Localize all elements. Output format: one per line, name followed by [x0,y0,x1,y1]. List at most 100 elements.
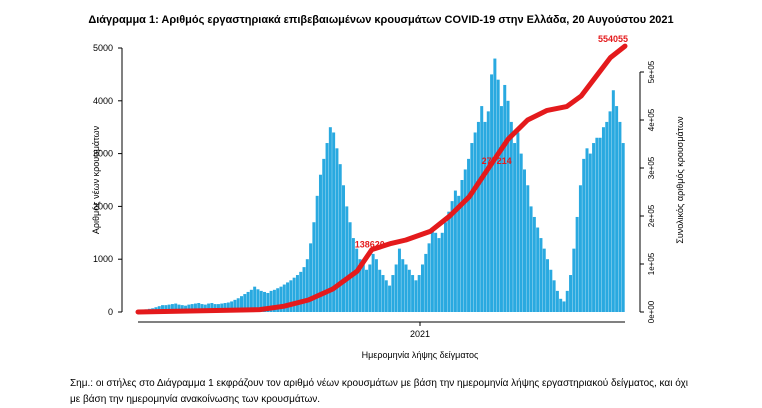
bar [585,148,589,312]
bar [447,211,451,312]
bar [460,180,464,312]
bar [509,121,513,312]
bar [230,301,234,312]
cumulative-series [135,43,628,315]
bar [269,290,273,312]
bar [226,302,230,312]
bar [499,106,503,312]
bar [575,216,579,312]
bar [289,280,293,312]
bar [506,100,510,312]
bar [335,148,339,312]
bar [490,74,494,313]
footnote: Σημ.: οι στήλες στο Διάγραμμα 1 εκφράζου… [70,376,750,408]
bar [595,137,599,312]
bar [522,169,526,312]
bar [170,304,174,312]
bar [272,289,276,312]
bar [605,121,609,312]
bar [621,143,625,312]
bar [193,303,197,312]
y-tick-label: 1000 [93,254,113,264]
y2-tick-label: 3e+05 [647,156,656,179]
bar [546,259,550,312]
bar [615,106,619,312]
bar [338,164,342,312]
bar [282,284,286,312]
bar [295,275,299,312]
bar [223,303,227,312]
bar [361,264,365,312]
bar [161,305,165,312]
bar [256,289,260,312]
bar [463,169,467,312]
y2-tick-label: 4e+05 [647,108,656,131]
bar [424,253,428,312]
annotation-label: 138620 [355,239,385,249]
bar [276,288,280,312]
bar [598,137,602,312]
bar [243,294,247,312]
bar [437,238,441,312]
annotation-label: 554055 [598,34,628,44]
bar [420,264,424,312]
bar [177,304,181,312]
bar [473,132,477,312]
bar [332,132,336,312]
bar [444,222,448,312]
bar [305,259,309,312]
bar [427,243,431,312]
bar [292,277,296,312]
bar [378,269,382,312]
bar [371,253,375,312]
bar [164,305,168,312]
bar [180,305,184,312]
y2-tick-label: 0e+00 [647,300,656,323]
bar [486,111,490,312]
bar [345,206,349,312]
bar [588,153,592,312]
bar [342,185,345,312]
y2-tick-label: 5e+05 [647,60,656,83]
bar [569,275,573,312]
bar [453,190,457,312]
bar [618,121,622,312]
bar [503,84,507,313]
bar [529,206,533,312]
bar [407,269,411,312]
y-tick-label: 4000 [93,96,113,106]
bar [246,291,250,312]
bar [384,280,388,312]
bar [532,216,536,312]
bar [391,275,395,312]
bar [493,58,497,313]
bar [197,303,201,312]
y-axis-label: Αριθμός νέων κρουσμάτων [91,125,101,235]
bar [312,222,316,312]
footnote-line-2: με βάση την ημερομηνία ανακοίνωσης των κ… [70,394,321,405]
bar [483,121,487,312]
bar [236,298,240,312]
bar [401,259,405,312]
y2-axis-label: Συνολικός αριθμός κρουσμάτων [675,116,685,244]
cumulative-line [135,43,628,315]
bar [174,303,178,312]
bar [440,232,444,312]
annotation-label: 277214 [482,156,512,166]
bar [516,132,520,312]
bar [302,267,306,312]
bar [414,280,418,312]
bar [318,174,322,312]
bar [210,303,214,312]
bar [562,301,566,312]
bar [374,259,378,312]
bar [309,243,313,312]
bar [365,269,369,312]
bar [240,296,243,312]
bar [253,286,257,312]
bar [470,143,474,312]
bar [358,259,362,312]
bar [519,153,523,312]
tick-labels: 0 1000 2000 3000 4000 5000 0e+00 1e+05 2e+05 3e+0… [93,34,656,339]
